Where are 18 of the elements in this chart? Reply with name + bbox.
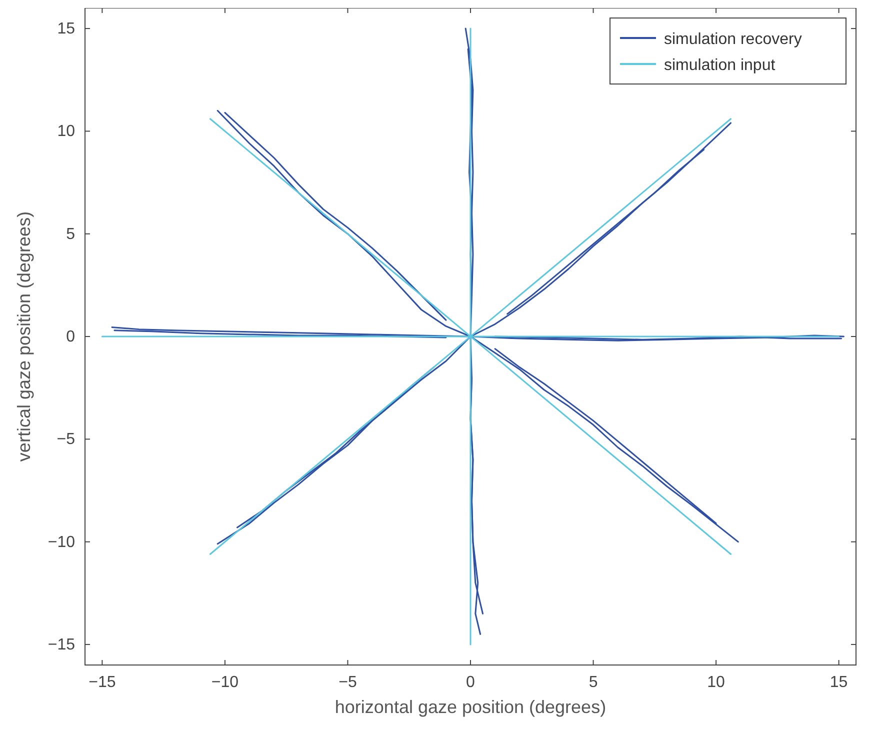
- legend-label: simulation input: [664, 57, 776, 74]
- x-tick-label: −15: [88, 674, 116, 691]
- x-tick-label: 15: [830, 674, 848, 691]
- x-tick-label: 10: [707, 674, 726, 691]
- y-tick-label: −10: [48, 534, 76, 551]
- y-tick-label: 5: [66, 226, 76, 243]
- x-tick-label: −5: [338, 674, 357, 691]
- x-tick-label: −10: [211, 674, 239, 691]
- x-axis-title: horizontal gaze position (degrees): [334, 697, 606, 717]
- y-tick-label: 10: [57, 123, 76, 140]
- x-tick-label: 0: [466, 674, 476, 691]
- y-tick-label: −15: [48, 636, 76, 654]
- y-tick-label: 15: [57, 20, 76, 38]
- y-axis-title: vertical gaze position (degrees): [14, 211, 34, 462]
- legend-label: simulation recovery: [664, 31, 802, 48]
- y-tick-label: −5: [56, 431, 76, 448]
- y-tick-label: 0: [66, 328, 76, 346]
- x-tick-label: 5: [588, 674, 598, 691]
